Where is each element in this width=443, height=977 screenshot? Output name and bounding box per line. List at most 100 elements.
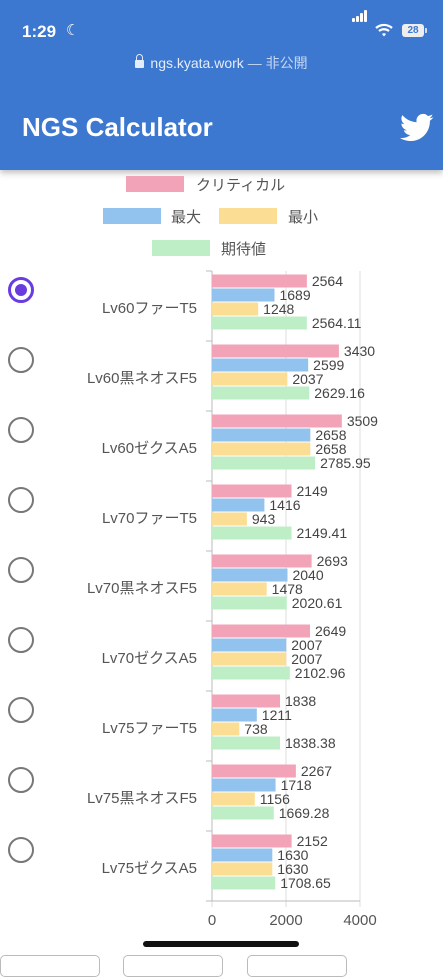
data-label: 2564 (312, 273, 343, 289)
data-label: 2102.96 (295, 665, 346, 681)
option-radio[interactable] (8, 347, 34, 373)
twitter-icon[interactable] (400, 113, 434, 143)
page-title: NGS Calculator (22, 112, 213, 142)
bar-max (212, 498, 265, 512)
wifi-icon (375, 23, 393, 37)
bar-expected (212, 806, 274, 820)
legend-label-expected[interactable]: 期待値 (221, 241, 267, 258)
app-header: 1:29 ☾ 28 ngs.kyata.work — 非公開 NGS Calcu… (0, 0, 443, 170)
bar-min (212, 442, 311, 456)
data-label: 2599 (313, 357, 344, 373)
category-label: Lv75黒ネオスF5 (86, 790, 197, 807)
data-label: 1838.38 (285, 735, 336, 751)
bar-min (212, 722, 240, 736)
bar-min (212, 652, 287, 666)
bar-min (212, 512, 247, 526)
lock-icon (135, 54, 145, 68)
bar-critical (212, 834, 292, 848)
bar-max (212, 568, 288, 582)
bar-expected (212, 316, 307, 330)
option-radio[interactable] (8, 697, 34, 723)
data-label: 2564.11 (312, 315, 362, 331)
legend-swatch-max[interactable] (103, 208, 161, 224)
data-label: 2267 (301, 763, 332, 779)
data-label: 943 (252, 511, 276, 527)
data-label: 2040 (292, 567, 323, 583)
option-radio[interactable] (8, 767, 34, 793)
option-radio[interactable] (8, 557, 34, 583)
address-bar[interactable]: ngs.kyata.work — 非公開 (0, 53, 443, 73)
bar-min (212, 862, 273, 876)
legend-label-min[interactable]: 最小 (288, 209, 319, 226)
data-label: 2785.95 (320, 455, 371, 471)
option-radio[interactable] (8, 837, 34, 863)
toolbar-button-2[interactable] (123, 955, 223, 977)
x-tick-label: 0 (208, 912, 216, 929)
option-radio[interactable] (8, 417, 34, 443)
bar-critical (212, 694, 281, 708)
bar-expected (212, 596, 287, 610)
moon-icon: ☾ (66, 22, 80, 39)
category-label: Lv75ファーT5 (101, 720, 197, 737)
bar-expected (212, 526, 292, 540)
data-label: 2037 (292, 371, 323, 387)
data-label: 2658 (315, 441, 346, 457)
data-label: 1248 (263, 301, 294, 317)
data-label: 1708.65 (280, 875, 331, 891)
data-label: 1478 (272, 581, 303, 597)
bar-expected (212, 876, 276, 890)
bar-critical (212, 414, 342, 428)
battery-indicator: 28 (402, 24, 427, 37)
bar-expected (212, 666, 290, 680)
bar-critical (212, 344, 339, 358)
toolbar-button-3[interactable] (247, 955, 347, 977)
bar-critical (212, 764, 296, 778)
legend-swatch-critical[interactable] (126, 176, 184, 192)
data-label: 1211 (262, 707, 292, 723)
bar-critical (212, 554, 312, 568)
bar-critical (212, 484, 292, 498)
bar-critical (212, 274, 307, 288)
data-label: 2149.41 (297, 525, 348, 541)
data-label: 2007 (291, 637, 322, 653)
url-text: ngs.kyata.work (150, 55, 244, 71)
bar-expected (212, 456, 316, 470)
data-label: 1838 (285, 693, 316, 709)
category-label: Lv60ファーT5 (101, 300, 197, 317)
home-indicator (143, 941, 299, 947)
data-label: 2693 (317, 553, 348, 569)
data-label: 1156 (260, 791, 290, 807)
category-label: Lv60ゼクスA5 (101, 440, 197, 457)
legend-label-max[interactable]: 最大 (171, 209, 202, 226)
bar-max (212, 428, 311, 442)
data-label: 2007 (291, 651, 322, 667)
category-label: Lv70黒ネオスF5 (86, 580, 197, 597)
bar-expected (212, 736, 281, 750)
data-label: 1689 (279, 287, 310, 303)
data-label: 3430 (344, 343, 375, 359)
data-label: 1416 (269, 497, 300, 513)
toolbar-button-1[interactable] (0, 955, 100, 977)
option-radio[interactable] (8, 277, 34, 303)
option-radio[interactable] (8, 487, 34, 513)
legend-swatch-expected[interactable] (152, 240, 210, 256)
bar-max (212, 708, 257, 722)
data-label: 2149 (297, 483, 328, 499)
data-label: 1630 (277, 847, 308, 863)
category-label: Lv70ゼクスA5 (101, 650, 197, 667)
data-label: 3509 (347, 413, 378, 429)
bar-max (212, 638, 287, 652)
data-label: 2020.61 (292, 595, 343, 611)
data-label: 2152 (297, 833, 328, 849)
option-radio[interactable] (8, 627, 34, 653)
legend-swatch-min[interactable] (219, 208, 277, 224)
category-label: Lv75ゼクスA5 (101, 860, 197, 877)
bar-max (212, 358, 309, 372)
bar-max (212, 848, 273, 862)
x-tick-label: 4000 (343, 912, 376, 929)
x-tick-label: 2000 (269, 912, 302, 929)
legend-label-critical[interactable]: クリティカル (196, 177, 286, 194)
data-label: 2658 (315, 427, 346, 443)
bar-critical (212, 624, 311, 638)
bar-min (212, 302, 259, 316)
